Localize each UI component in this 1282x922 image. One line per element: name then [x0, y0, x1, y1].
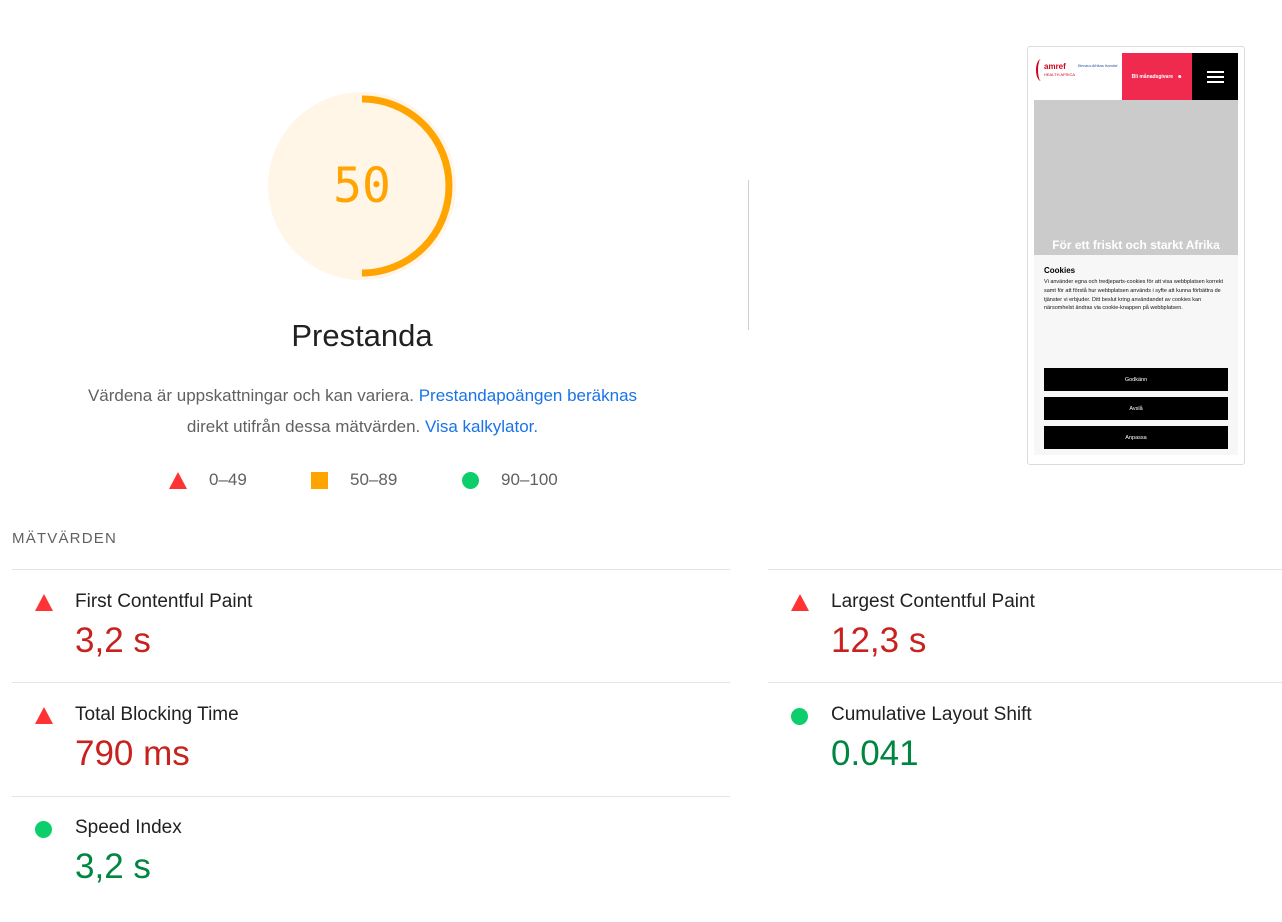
metric-cumulative-layout-shift: Cumulative Layout Shift 0.041	[768, 697, 1208, 797]
member-button: Bli månadsgivare ☻	[1122, 53, 1192, 100]
divider	[768, 569, 1282, 570]
metric-value: 3,2 s	[75, 621, 151, 660]
site-logo: amref HEALTH AFRICA Bevara Afrikas framt…	[1034, 53, 1122, 100]
metric-value: 0.041	[831, 734, 919, 773]
score-calculation-link[interactable]: Prestandapoängen beräknas	[418, 386, 638, 405]
view-calculator-link[interactable]: Visa kalkylator.	[425, 417, 539, 436]
gauge-ring	[268, 92, 456, 280]
performance-score: 50	[333, 158, 391, 214]
divider	[12, 682, 730, 683]
metric-name: Cumulative Layout Shift	[831, 704, 1032, 725]
metrics-title: MÄTVÄRDEN	[12, 530, 117, 547]
triangle-icon	[169, 471, 187, 489]
legend-average: 50–89	[311, 470, 397, 490]
gauge-background	[268, 92, 456, 280]
metric-name: Total Blocking Time	[75, 704, 239, 725]
final-screenshot[interactable]: amref HEALTH AFRICA Bevara Afrikas framt…	[1027, 46, 1245, 465]
logo-tagline: Bevara Afrikas framtid	[1078, 63, 1118, 68]
metric-value: 3,2 s	[75, 847, 151, 886]
vertical-divider	[748, 180, 749, 330]
divider	[12, 796, 730, 797]
cookie-text: Vi använder egna och tredjeparts-cookies…	[1044, 279, 1224, 312]
description-text: Värdena är uppskattningar och kan varier…	[87, 386, 414, 405]
metric-value: 12,3 s	[831, 621, 927, 660]
metric-value: 790 ms	[75, 734, 190, 773]
legend-fail-label: 0–49	[209, 470, 247, 489]
gauge-title: Prestanda	[291, 318, 433, 353]
site-header: amref HEALTH AFRICA Bevara Afrikas framt…	[1034, 53, 1238, 100]
description-text-2: direkt utifrån dessa mätvärden.	[186, 417, 421, 436]
metric-name: First Contentful Paint	[75, 591, 253, 612]
legend-average-label: 50–89	[350, 470, 398, 489]
metric-largest-contentful-paint: Largest Contentful Paint 12,3 s	[768, 584, 1208, 684]
logo-arc-icon	[1036, 59, 1046, 81]
cookie-reject-button: Avslå	[1044, 397, 1228, 420]
cookie-title: Cookies	[1044, 266, 1076, 275]
logo-text: amref	[1044, 62, 1066, 71]
divider	[12, 569, 730, 570]
pass-circle-icon	[35, 821, 52, 838]
hero-text: För ett friskt och starkt Afrika	[1052, 238, 1220, 252]
performance-gauge: 50	[268, 92, 456, 280]
metric-first-contentful-paint: First Contentful Paint 3,2 s	[12, 584, 452, 684]
cookie-customize-button: Anpassa	[1044, 426, 1228, 449]
cookie-accept-button: Godkänn	[1044, 368, 1228, 391]
circle-icon	[462, 471, 479, 489]
legend-fail: 0–49	[169, 470, 247, 490]
legend-pass: 90–100	[462, 470, 558, 490]
metric-name: Largest Contentful Paint	[831, 591, 1035, 612]
metric-name: Speed Index	[75, 817, 182, 838]
legend-pass-label: 90–100	[501, 470, 558, 489]
gauge-arc	[271, 95, 453, 277]
user-icon: ☻	[1177, 73, 1183, 80]
square-icon	[311, 471, 328, 489]
site-hero: För ett friskt och starkt Afrika	[1034, 100, 1238, 255]
score-description: Värdena är uppskattningar och kan varier…	[40, 380, 685, 442]
fail-triangle-icon	[35, 594, 53, 611]
cookie-banner: Cookies Vi använder egna och tredjeparts…	[1034, 255, 1238, 455]
member-button-label: Bli månadsgivare	[1131, 73, 1174, 80]
fail-triangle-icon	[791, 594, 809, 611]
metric-speed-index: Speed Index 3,2 s	[12, 810, 452, 910]
hamburger-menu-icon	[1192, 53, 1238, 100]
divider	[768, 682, 1282, 683]
pass-circle-icon	[791, 708, 808, 725]
logo-subtext: HEALTH AFRICA	[1044, 72, 1076, 77]
fail-triangle-icon	[35, 707, 53, 724]
metric-total-blocking-time: Total Blocking Time 790 ms	[12, 697, 452, 797]
